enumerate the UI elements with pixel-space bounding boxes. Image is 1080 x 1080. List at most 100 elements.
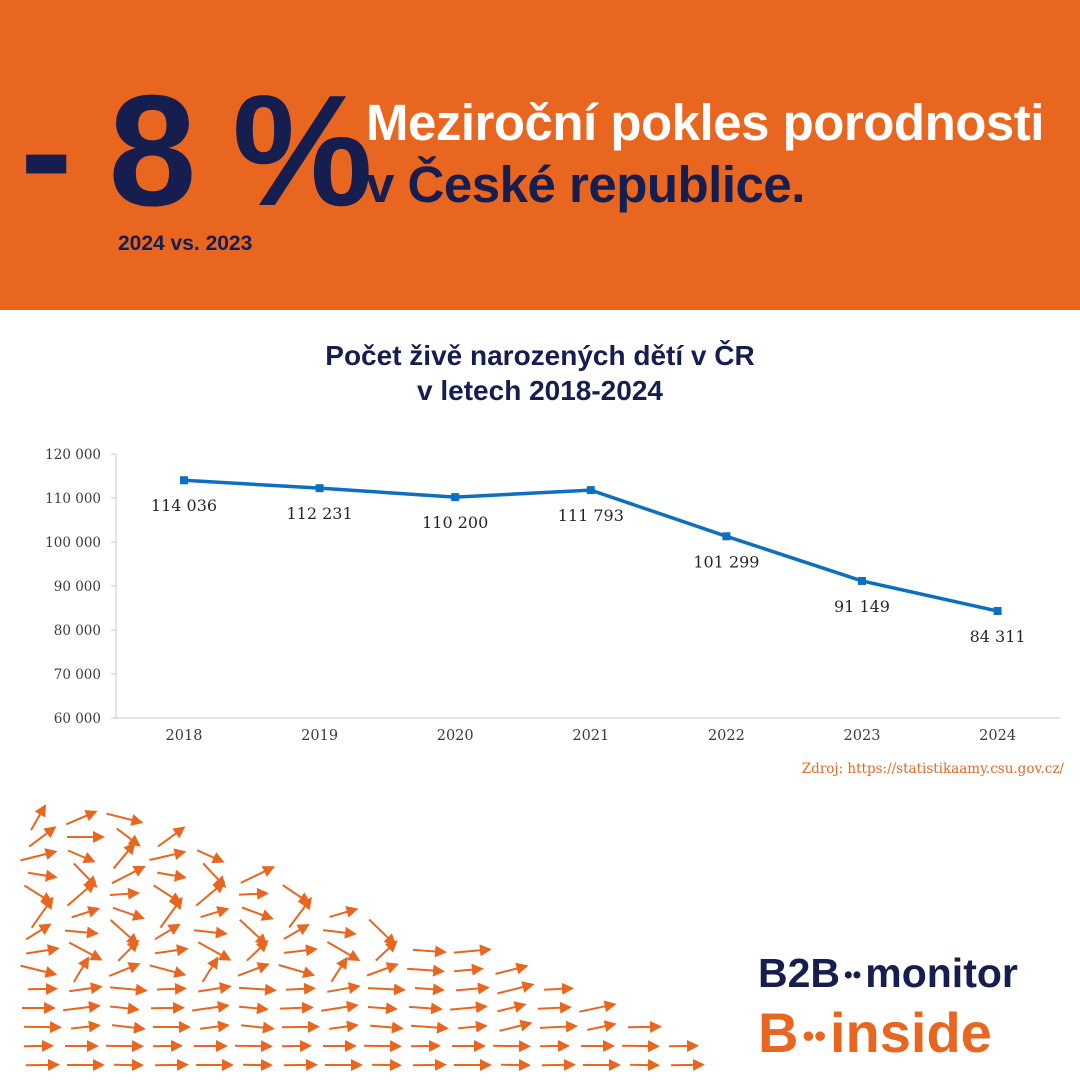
- source-note: Zdroj: https://statistikaamy.csu.gov.cz/: [801, 761, 1064, 777]
- logo-b2b-text: B2B: [758, 950, 841, 996]
- decorative-arrow-icon: [375, 940, 398, 962]
- decorative-arrow-icon: [72, 956, 90, 983]
- decorative-arrow-icon: [239, 918, 268, 946]
- decorative-arrow-icon: [199, 1020, 230, 1033]
- decorative-arrow-icon: [458, 1020, 488, 1033]
- decorative-arrow-icon: [285, 982, 316, 995]
- data-label: 84 311: [970, 627, 1026, 646]
- decorative-arrow-icon: [106, 812, 144, 826]
- decorative-arrow-icon: [670, 1058, 705, 1071]
- decorative-arrow-icon: [238, 983, 277, 996]
- data-point-marker: [722, 532, 731, 541]
- decorative-arrow-icon: [201, 956, 219, 983]
- decorative-arrow-icon: [198, 982, 232, 994]
- y-tick-label: 90 000: [54, 579, 101, 595]
- data-point-marker: [993, 607, 1002, 616]
- y-tick-label: 60 000: [54, 711, 101, 727]
- decorative-arrow-icon: [240, 866, 275, 884]
- decorative-arrow-icon: [111, 865, 146, 885]
- decorative-arrow-icon: [368, 918, 397, 946]
- decorative-arrow-icon: [406, 964, 445, 977]
- decorative-arrow-icon: [62, 1001, 101, 1013]
- y-tick-label: 80 000: [54, 623, 101, 639]
- decorative-arrow-icon: [23, 1021, 62, 1034]
- decorative-arrow-icon: [278, 964, 316, 978]
- decorative-arrow-icon: [543, 982, 574, 995]
- b2b-monitor-logo: B2B ••monitor: [758, 950, 1018, 997]
- decorative-arrow-icon: [367, 1002, 398, 1015]
- decorative-arrow-icon: [281, 1020, 320, 1033]
- decorative-arrow-icon: [25, 1058, 60, 1071]
- decorative-arrow-icon: [192, 1000, 230, 1013]
- decorative-arrow-icon: [237, 962, 270, 977]
- decorative-arrow-icon: [70, 1020, 101, 1033]
- x-tick-label: 2024: [979, 728, 1016, 744]
- data-point-marker: [451, 493, 460, 502]
- decorative-arrow-icon: [621, 1040, 660, 1053]
- logo-monitor-text: monitor: [865, 950, 1018, 996]
- decorative-arrow-icon: [288, 896, 312, 928]
- decorative-arrow-icon: [370, 1021, 404, 1034]
- decorative-arrow-icon: [156, 982, 187, 995]
- decorative-arrow-icon: [499, 1019, 533, 1032]
- logo-inside-text: inside: [829, 1001, 992, 1064]
- chart-title-line-2: v letech 2018-2024: [417, 375, 663, 406]
- decorative-arrow-icon: [366, 962, 399, 977]
- decorative-arrow-icon: [241, 906, 274, 921]
- decorative-arrow-icon: [65, 926, 99, 939]
- decorative-arrow-icon: [537, 1001, 572, 1014]
- decorative-arrow-icon: [110, 983, 148, 996]
- decorative-arrow-icon: [149, 848, 187, 861]
- data-point-marker: [315, 484, 324, 493]
- x-tick-label: 2019: [301, 728, 338, 744]
- decorative-arrow-icon: [23, 884, 54, 904]
- x-tick-label: 2023: [844, 728, 881, 744]
- decorative-arrow-icon: [109, 887, 140, 900]
- decorative-arrow-icon: [154, 1058, 189, 1071]
- decorative-arrow-icon: [193, 926, 228, 939]
- decorative-arrow-icon: [200, 906, 230, 919]
- decorative-arrow-icon: [157, 826, 186, 848]
- decorative-arrow-icon: [322, 926, 357, 939]
- decorative-arrow-icon: [117, 939, 140, 962]
- decorative-arrow-icon: [30, 804, 47, 831]
- decorative-arrow-icon: [412, 945, 447, 958]
- data-label: 111 793: [558, 506, 624, 525]
- decorative-arrow-icon: [196, 849, 225, 864]
- data-label: 91 149: [834, 597, 890, 616]
- headline-line-2: v České republice.: [366, 156, 805, 213]
- decorative-arrow-icon: [108, 962, 141, 977]
- data-label: 112 231: [287, 504, 353, 523]
- decorative-arrow-icon: [282, 884, 311, 905]
- decorative-arrow-icon: [109, 919, 139, 946]
- decorative-arrow-icon: [234, 1040, 273, 1053]
- decorative-arrow-icon: [497, 981, 535, 995]
- decorative-arrow-icon: [412, 1058, 447, 1071]
- decorative-arrow-icon: [197, 941, 232, 961]
- decorative-arrow-icon: [450, 1001, 488, 1014]
- decorative-arrow-icon: [65, 810, 98, 826]
- headline-line-1: Meziroční pokles porodnosti: [366, 94, 1044, 151]
- decorative-arrow-icon: [105, 1040, 144, 1053]
- decorative-arrow-icon: [111, 1021, 146, 1034]
- decorative-arrow-icon: [153, 884, 183, 904]
- decorative-arrow-icon: [112, 906, 145, 921]
- decorative-arrow-icon: [579, 1000, 617, 1013]
- decorative-arrow-icon: [246, 939, 269, 962]
- x-tick-label: 2021: [572, 728, 609, 744]
- data-point-marker: [180, 476, 188, 485]
- data-label: 114 036: [151, 496, 217, 515]
- decorative-arrow-icon: [279, 1001, 314, 1014]
- decorative-arrow-icon: [112, 842, 136, 869]
- series-line: [183, 478, 998, 613]
- decorative-arrow-icon: [116, 827, 141, 847]
- x-tick-label: 2022: [708, 728, 745, 744]
- decorative-arrow-icon: [150, 1001, 185, 1014]
- decorative-arrow-icon: [240, 1021, 275, 1034]
- decorative-arrow-icon: [28, 826, 57, 848]
- y-tick-label: 70 000: [54, 667, 101, 683]
- decorative-arrow-icon: [195, 881, 226, 907]
- decorative-arrow-icon: [239, 1002, 269, 1015]
- decorative-arrow-icon: [68, 941, 103, 961]
- births-line-chart: 60 000 70 000 80 000 90 000 100 000 110 000 12…: [45, 447, 1060, 744]
